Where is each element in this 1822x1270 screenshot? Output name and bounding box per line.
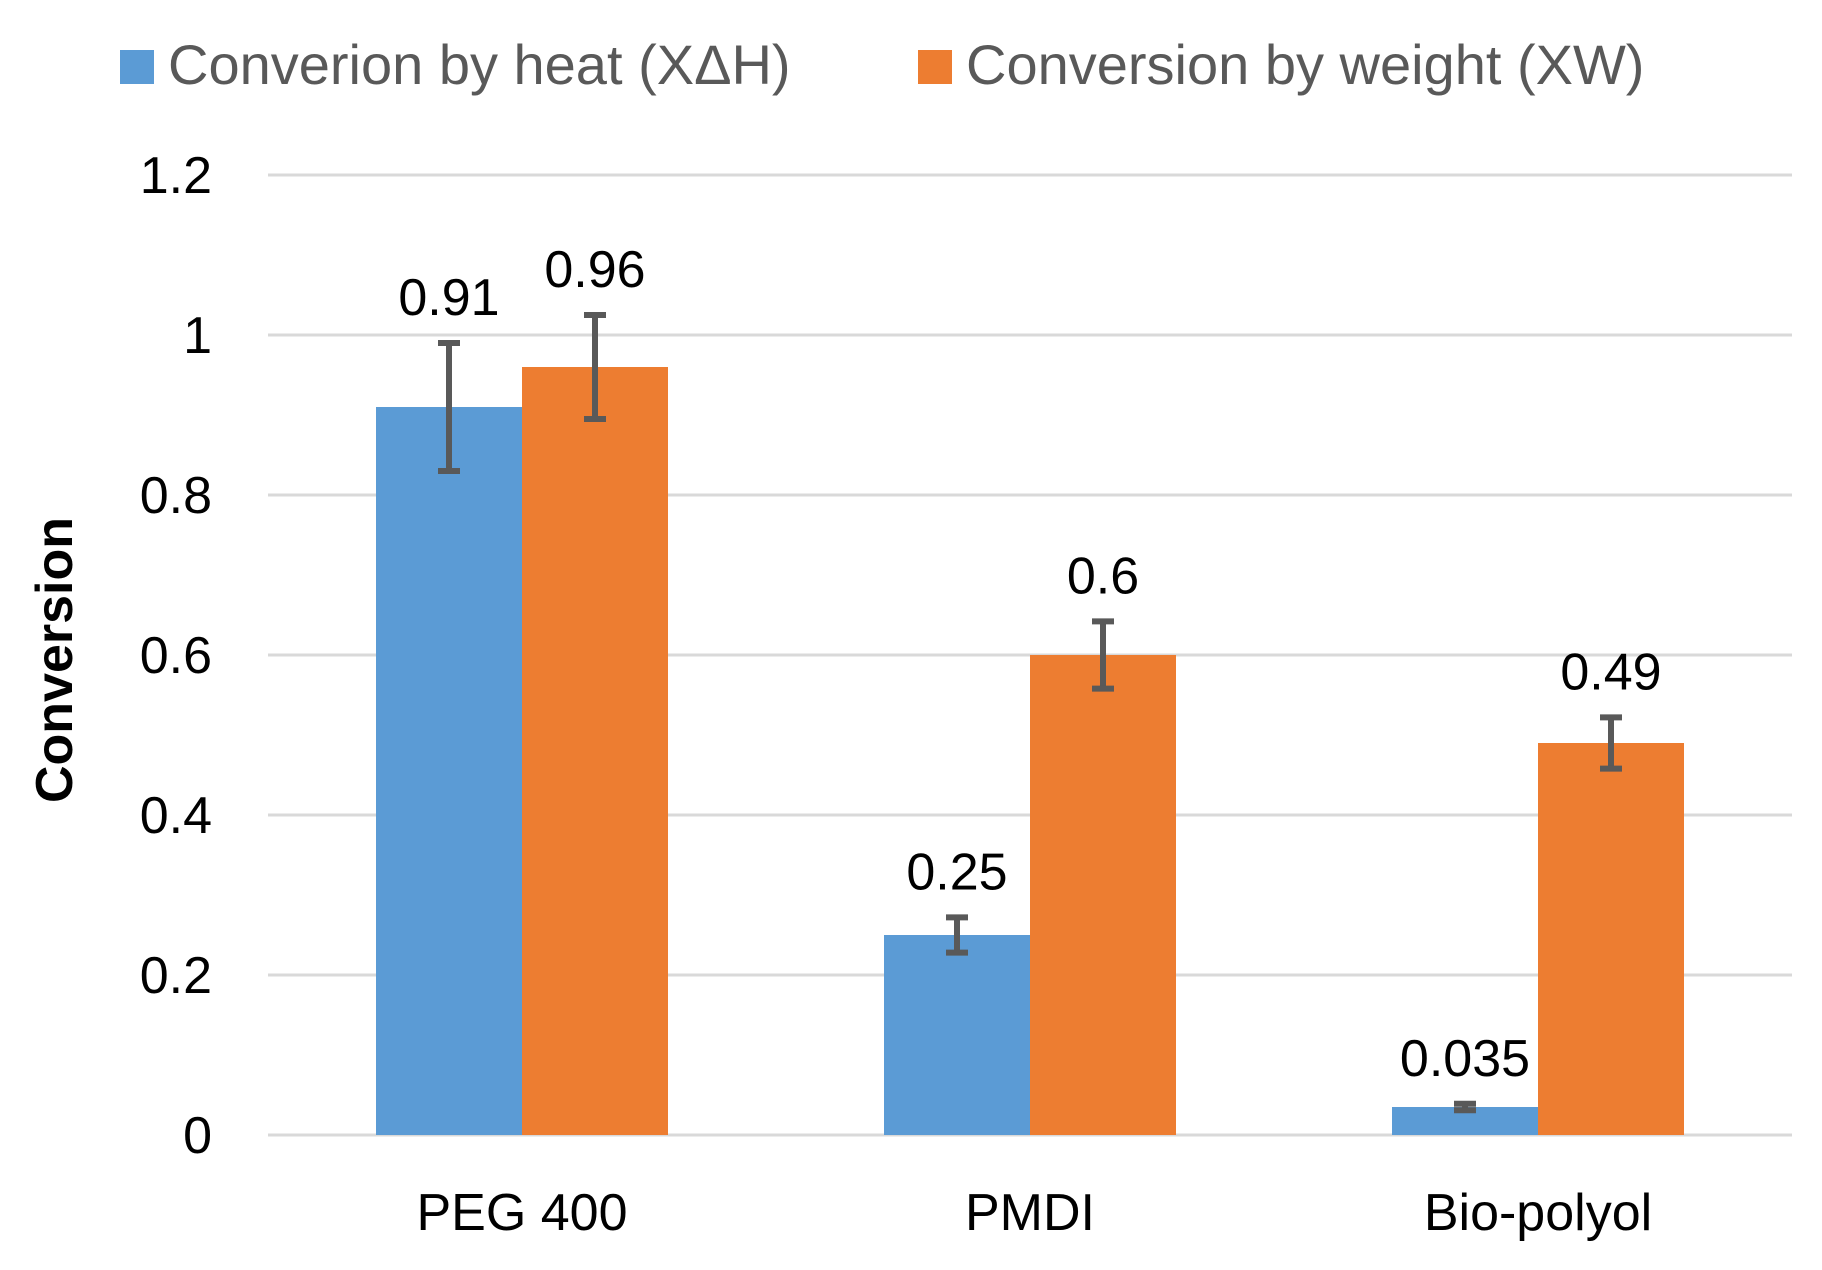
x-category-label: PEG 400 bbox=[416, 1184, 627, 1242]
y-tick-label: 0 bbox=[183, 1107, 212, 1165]
error-bar bbox=[584, 312, 606, 422]
error-bar bbox=[946, 914, 968, 956]
legend: Converion by heat (XΔH) Conversion by we… bbox=[120, 33, 1644, 96]
x-category-label: Bio-polyol bbox=[1424, 1184, 1652, 1242]
y-axis-ticks: 0 0.2 0.4 0.6 0.8 1 1.2 bbox=[140, 147, 212, 1165]
data-label: 0.6 bbox=[1067, 547, 1139, 605]
y-tick-label: 0.4 bbox=[140, 787, 212, 845]
y-tick-label: 0.6 bbox=[140, 627, 212, 685]
error-bar bbox=[1454, 1100, 1476, 1114]
bars bbox=[376, 367, 1684, 1135]
data-label: 0.96 bbox=[544, 241, 645, 299]
bar bbox=[1030, 655, 1176, 1135]
y-tick-label: 1.2 bbox=[140, 147, 212, 205]
error-bars bbox=[438, 312, 1622, 1114]
legend-swatch-weight bbox=[918, 50, 952, 84]
data-label: 0.035 bbox=[1400, 1030, 1530, 1088]
bar bbox=[522, 367, 668, 1135]
y-axis-title: Conversion bbox=[26, 517, 84, 803]
error-bar bbox=[1600, 714, 1622, 772]
y-tick-label: 0.2 bbox=[140, 947, 212, 1005]
bar bbox=[1538, 743, 1684, 1135]
y-tick-label: 1 bbox=[183, 307, 212, 365]
bar bbox=[884, 935, 1030, 1135]
data-labels: 0.91 0.96 0.25 0.6 0.035 0.49 bbox=[398, 241, 1661, 1088]
error-bar bbox=[438, 340, 460, 474]
legend-swatch-heat bbox=[120, 50, 154, 84]
x-axis-categories: PEG 400 PMDI Bio-polyol bbox=[416, 1184, 1652, 1242]
error-bar bbox=[1092, 618, 1114, 692]
y-tick-label: 0.8 bbox=[140, 467, 212, 525]
legend-label-weight: Conversion by weight (XW) bbox=[966, 33, 1644, 96]
data-label: 0.49 bbox=[1560, 643, 1661, 701]
data-label: 0.25 bbox=[906, 843, 1007, 901]
data-label: 0.91 bbox=[398, 269, 499, 327]
x-category-label: PMDI bbox=[965, 1184, 1095, 1242]
legend-label-heat: Converion by heat (XΔH) bbox=[168, 33, 791, 96]
bar bbox=[376, 407, 522, 1135]
